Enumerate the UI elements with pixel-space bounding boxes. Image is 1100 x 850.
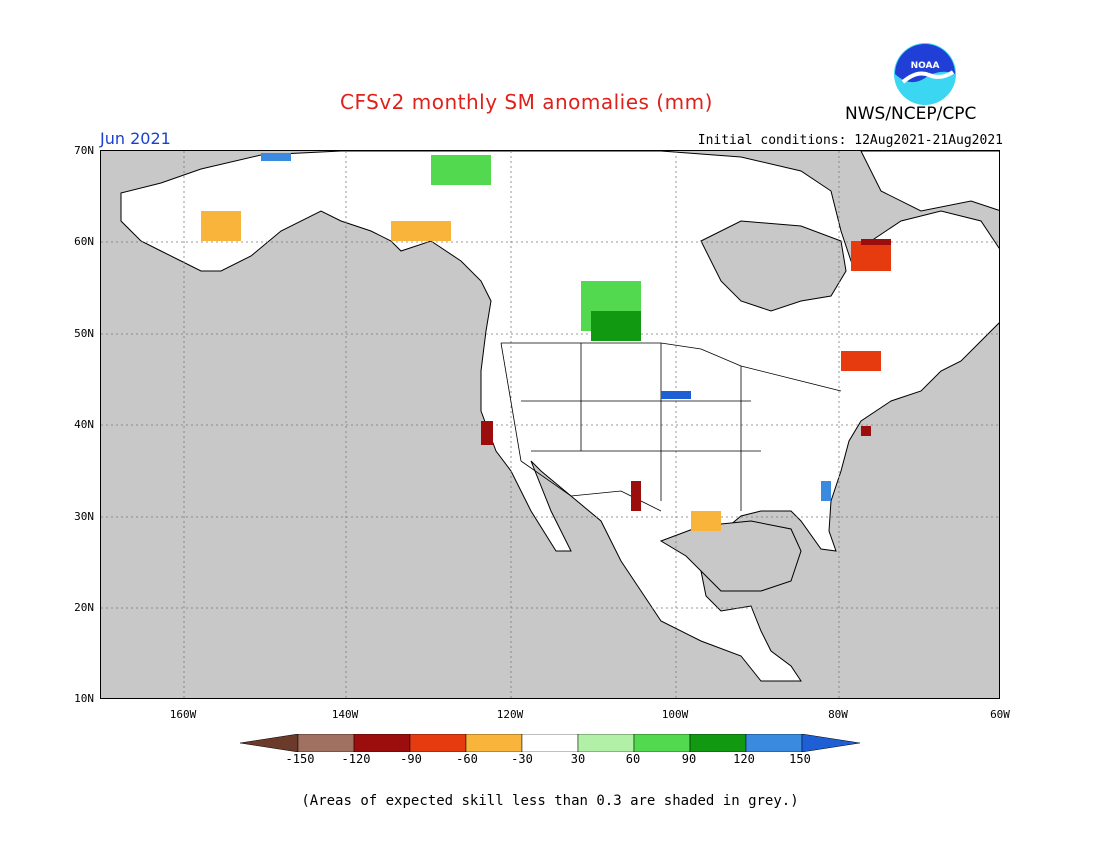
colorbar-label: 60 [625,752,641,766]
colorbar-segment [297,733,355,753]
lat-label: 50N [74,327,94,340]
initial-conditions: Initial conditions: 12Aug2021-21Aug2021 [697,133,1003,148]
colorbar-segment [633,733,691,753]
lon-label: 60W [990,708,1010,721]
colorbar-segment [689,733,747,753]
lat-label: 10N [74,692,94,705]
colorbar-label: -120 [341,752,371,766]
anomaly-cell [841,351,881,371]
colorbar-label: 120 [733,752,755,766]
colorbar [239,733,861,753]
anomaly-cell [431,155,491,185]
colorbar-segment [577,733,635,753]
lat-label: 70N [74,144,94,157]
north-america-land [120,151,999,682]
colorbar-segment [353,733,411,753]
colorbar-segment [409,733,467,753]
anomaly-cell [851,241,891,271]
map-svg [101,151,999,698]
colorbar-segment [465,733,523,753]
graticule [101,151,999,698]
chart-title: CFSv2 monthly SM anomalies (mm) [340,90,713,114]
anomaly-cell [261,153,291,161]
colorbar-label: 30 [570,752,586,766]
anomaly-cells [201,153,891,531]
anomaly-map [100,150,1000,699]
lat-label: 30N [74,510,94,523]
lat-label: 20N [74,601,94,614]
anomaly-cell [631,481,641,511]
greenland [860,151,999,212]
colorbar-segment [239,733,299,753]
colorbar-segment [745,733,803,753]
noaa-logo: NOAA [893,42,957,106]
anomaly-cell [391,221,451,241]
lon-label: 140W [331,708,359,721]
lon-label: 80W [828,708,848,721]
colorbar-label: -60 [456,752,478,766]
anomaly-cell [591,311,641,341]
lon-label: 100W [661,708,689,721]
anomaly-cell [201,211,241,241]
lon-label: 160W [169,708,197,721]
anomaly-cell [861,426,871,436]
skill-note: (Areas of expected skill less than 0.3 a… [301,793,799,809]
hudson-bay [700,220,847,312]
anomaly-cell [691,511,721,531]
lat-label: 60N [74,235,94,248]
colorbar-segment [801,733,861,753]
colorbar-label: -150 [285,752,315,766]
anomaly-cell [481,421,493,445]
colorbar-label: 90 [681,752,697,766]
anomaly-cell [661,391,691,399]
colorbar-label: -90 [400,752,422,766]
colorbar-segment [521,733,579,753]
colorbar-svg [239,733,861,753]
logo-text: NOAA [911,61,940,71]
colorbar-label: 150 [789,752,811,766]
anomaly-cell [821,481,831,501]
gulf-of-mexico [659,520,802,592]
anomaly-cell [861,239,891,245]
org-label: NWS/NCEP/CPC [845,104,977,124]
lon-label: 120W [496,708,524,721]
month-label: Jun 2021 [100,129,171,148]
colorbar-label: -30 [511,752,533,766]
lat-label: 40N [74,418,94,431]
